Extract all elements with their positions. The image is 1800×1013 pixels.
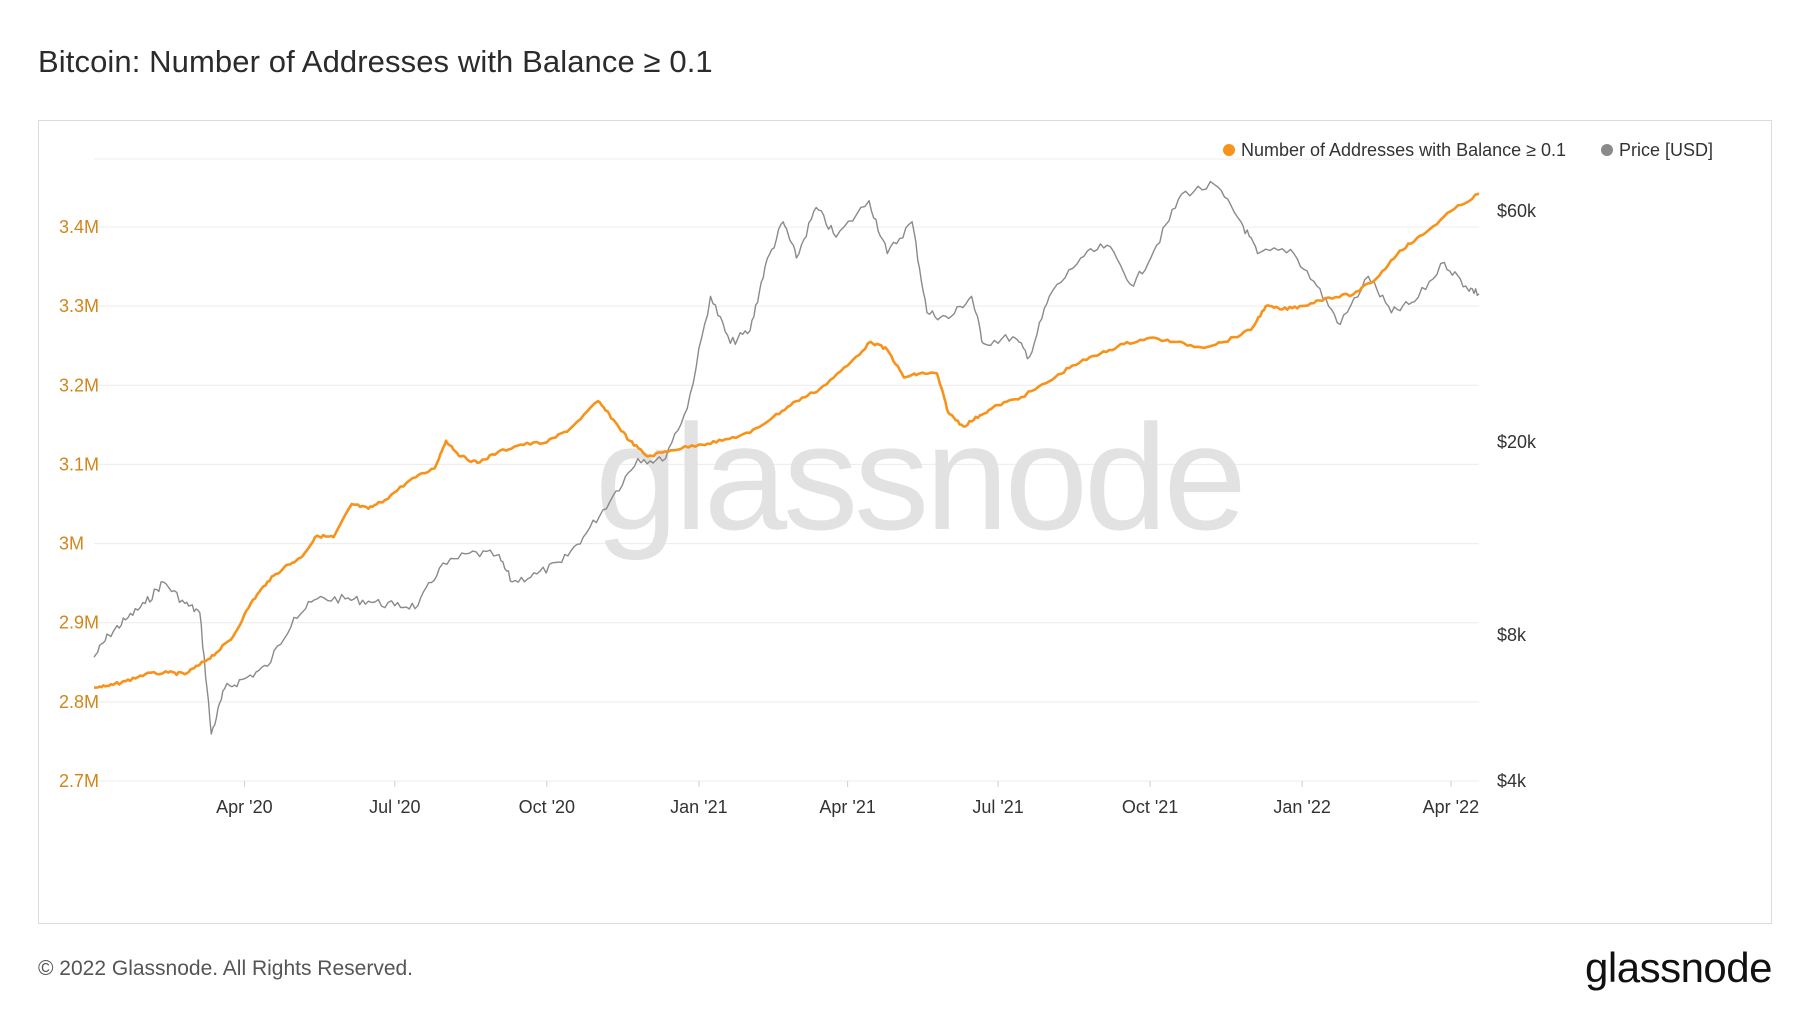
right-axis-tick-label: $60k <box>1497 201 1537 221</box>
x-axis-tick-label: Jan '21 <box>670 797 727 817</box>
x-axis-tick-label: Jul '20 <box>369 797 420 817</box>
addresses-series-line[interactable] <box>94 192 1480 689</box>
glassnode-logo[interactable]: glassnode <box>1585 944 1772 991</box>
chart-title: Bitcoin: Number of Addresses with Balanc… <box>38 44 713 79</box>
left-axis-tick-label: 2.8M <box>59 692 99 712</box>
legend-price-marker <box>1601 144 1613 156</box>
left-axis-tick-label: 3.4M <box>59 217 99 237</box>
series-layer <box>93 180 1480 735</box>
chart-frame: glassnode 3.4M 3.3M 3.2M 3.1M 3M 2.9M 2.8M 2.7M… <box>38 120 1772 924</box>
price-usd-series-line[interactable] <box>93 180 1480 735</box>
watermark: glassnode <box>595 393 1243 561</box>
left-axis-tick-label: 3.2M <box>59 375 99 395</box>
left-axis-tick-label: 3.3M <box>59 296 99 316</box>
x-axis-tick-label: Apr '22 <box>1423 797 1479 817</box>
chart-canvas[interactable]: glassnode 3.4M 3.3M 3.2M 3.1M 3M 2.9M 2.8M 2.7M… <box>39 121 1773 925</box>
legend-addresses-label[interactable]: Number of Addresses with Balance ≥ 0.1 <box>1241 140 1566 160</box>
copyright-text: © 2022 Glassnode. All Rights Reserved. <box>38 957 414 980</box>
left-axis-tick-label: 3M <box>59 534 84 554</box>
x-axis-tick-label: Apr '21 <box>819 797 875 817</box>
grid-lines <box>94 158 1479 782</box>
right-axis-tick-label: $20k <box>1497 432 1537 452</box>
left-axis: 3.4M 3.3M 3.2M 3.1M 3M 2.9M 2.8M 2.7M <box>59 217 99 791</box>
x-axis-tick-label: Oct '20 <box>519 797 575 817</box>
right-axis: $60k $20k $8k $4k <box>1497 201 1537 791</box>
x-axis-tick-label: Oct '21 <box>1122 797 1178 817</box>
legend[interactable]: Number of Addresses with Balance ≥ 0.1 Pr… <box>1223 140 1713 160</box>
x-axis-tick-label: Jan '22 <box>1273 797 1330 817</box>
left-axis-tick-label: 2.7M <box>59 771 99 791</box>
legend-addresses-marker <box>1223 144 1235 156</box>
left-axis-tick-label: 2.9M <box>59 613 99 633</box>
left-axis-tick-label: 3.1M <box>59 454 99 474</box>
x-axis: Apr '20 Jul '20 Oct '20 Jan '21 Apr '21 Jul '… <box>216 781 1479 817</box>
right-axis-tick-label: $8k <box>1497 625 1527 645</box>
x-axis-tick-label: Apr '20 <box>216 797 272 817</box>
legend-price-label[interactable]: Price [USD] <box>1619 140 1713 160</box>
right-axis-tick-label: $4k <box>1497 771 1527 791</box>
x-axis-tick-label: Jul '21 <box>972 797 1023 817</box>
